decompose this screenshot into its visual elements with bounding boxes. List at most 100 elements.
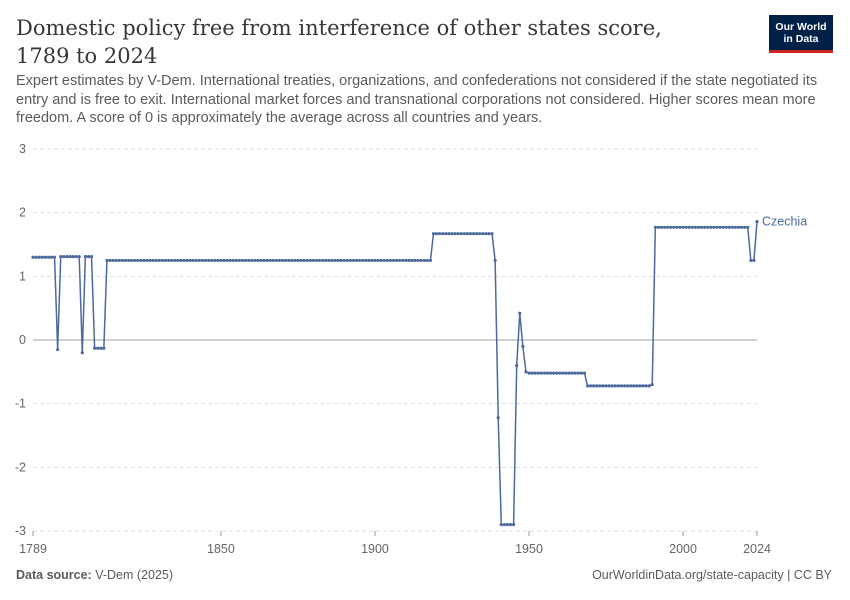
- data-point: [117, 258, 121, 263]
- data-point: [234, 258, 238, 263]
- data-point: [290, 258, 294, 263]
- data-point: [105, 258, 109, 263]
- y-tick-label: -1: [15, 397, 26, 411]
- data-point: [619, 384, 624, 388]
- chart-title: Domestic policy free from interference o…: [16, 16, 662, 68]
- data-point: [484, 232, 488, 236]
- data-point: [203, 258, 208, 263]
- data-point: [632, 384, 636, 388]
- data-point: [200, 258, 205, 263]
- data-point: [431, 232, 436, 236]
- data-point: [548, 371, 553, 375]
- data-point: [126, 258, 131, 263]
- source-link[interactable]: OurWorldinData.org/state-capacity | CC B…: [592, 568, 832, 582]
- data-point: [357, 258, 362, 263]
- data-point: [626, 384, 630, 388]
- data-point: [52, 255, 57, 259]
- data-point: [330, 258, 334, 263]
- series-label: Czechia: [762, 215, 807, 229]
- data-point: [367, 258, 371, 263]
- data-point: [173, 258, 177, 263]
- y-tick-label: 0: [19, 333, 26, 347]
- data-point: [364, 258, 368, 263]
- data-point: [197, 258, 201, 263]
- data-point: [736, 225, 741, 229]
- data-point: [727, 225, 731, 229]
- data-point: [505, 523, 510, 527]
- data-point: [669, 225, 673, 229]
- data-point: [536, 371, 540, 375]
- data-point: [582, 371, 587, 375]
- data-point: [493, 258, 497, 263]
- data-point: [629, 384, 633, 388]
- data-point: [595, 384, 599, 388]
- data-source: Data source: V-Dem (2025): [16, 568, 173, 582]
- data-point: [644, 384, 648, 388]
- data-point: [570, 371, 574, 375]
- data-point: [287, 258, 291, 263]
- data-point: [552, 371, 556, 375]
- data-point: [379, 258, 383, 263]
- data-point: [610, 384, 614, 388]
- data-point: [207, 258, 211, 263]
- data-point: [398, 258, 402, 263]
- data-point: [259, 258, 263, 263]
- data-point: [256, 258, 260, 263]
- data-point: [530, 371, 534, 375]
- data-point: [302, 258, 306, 263]
- data-point: [693, 225, 697, 229]
- data-point: [508, 523, 513, 527]
- data-point: [296, 258, 300, 263]
- data-point: [659, 225, 664, 229]
- data-point: [662, 225, 667, 229]
- data-point: [715, 225, 719, 229]
- data-point: [678, 225, 682, 229]
- data-point: [62, 254, 66, 259]
- data-point: [721, 225, 725, 229]
- x-tick-label: 1850: [207, 542, 235, 556]
- data-point: [102, 346, 106, 350]
- data-point: [185, 258, 189, 263]
- data-point: [592, 384, 596, 388]
- data-point: [687, 225, 691, 229]
- data-point: [438, 232, 442, 236]
- data-point: [336, 258, 340, 263]
- data-point: [339, 258, 343, 263]
- data-point: [413, 258, 417, 263]
- data-point: [74, 254, 78, 259]
- data-point: [607, 384, 611, 388]
- data-point: [345, 258, 349, 263]
- data-point: [71, 254, 75, 259]
- data-point: [647, 384, 651, 388]
- data-point: [89, 254, 94, 259]
- data-point: [478, 232, 482, 236]
- data-point: [746, 225, 750, 229]
- data-point: [114, 258, 118, 263]
- data-point: [696, 225, 701, 229]
- data-point: [111, 258, 115, 263]
- data-point: [354, 258, 359, 263]
- data-point: [416, 258, 420, 263]
- data-point: [253, 258, 257, 263]
- data-point: [743, 225, 747, 229]
- data-point: [268, 258, 272, 263]
- data-point: [136, 258, 140, 263]
- data-point: [333, 258, 337, 263]
- data-point: [533, 371, 537, 375]
- owid-logo[interactable]: Our World in Data: [769, 15, 833, 53]
- data-point: [342, 258, 346, 263]
- data-point: [542, 371, 547, 375]
- data-point: [589, 384, 593, 388]
- data-point: [314, 258, 319, 263]
- data-point: [163, 258, 168, 263]
- data-point: [601, 384, 605, 388]
- data-point: [407, 258, 411, 263]
- logo-line-2: in Data: [783, 32, 819, 45]
- data-point: [194, 258, 198, 263]
- data-point: [598, 384, 602, 388]
- data-point: [539, 371, 543, 375]
- data-point: [250, 258, 254, 263]
- data-point: [305, 258, 309, 263]
- data-point: [231, 258, 235, 263]
- data-point: [65, 254, 69, 259]
